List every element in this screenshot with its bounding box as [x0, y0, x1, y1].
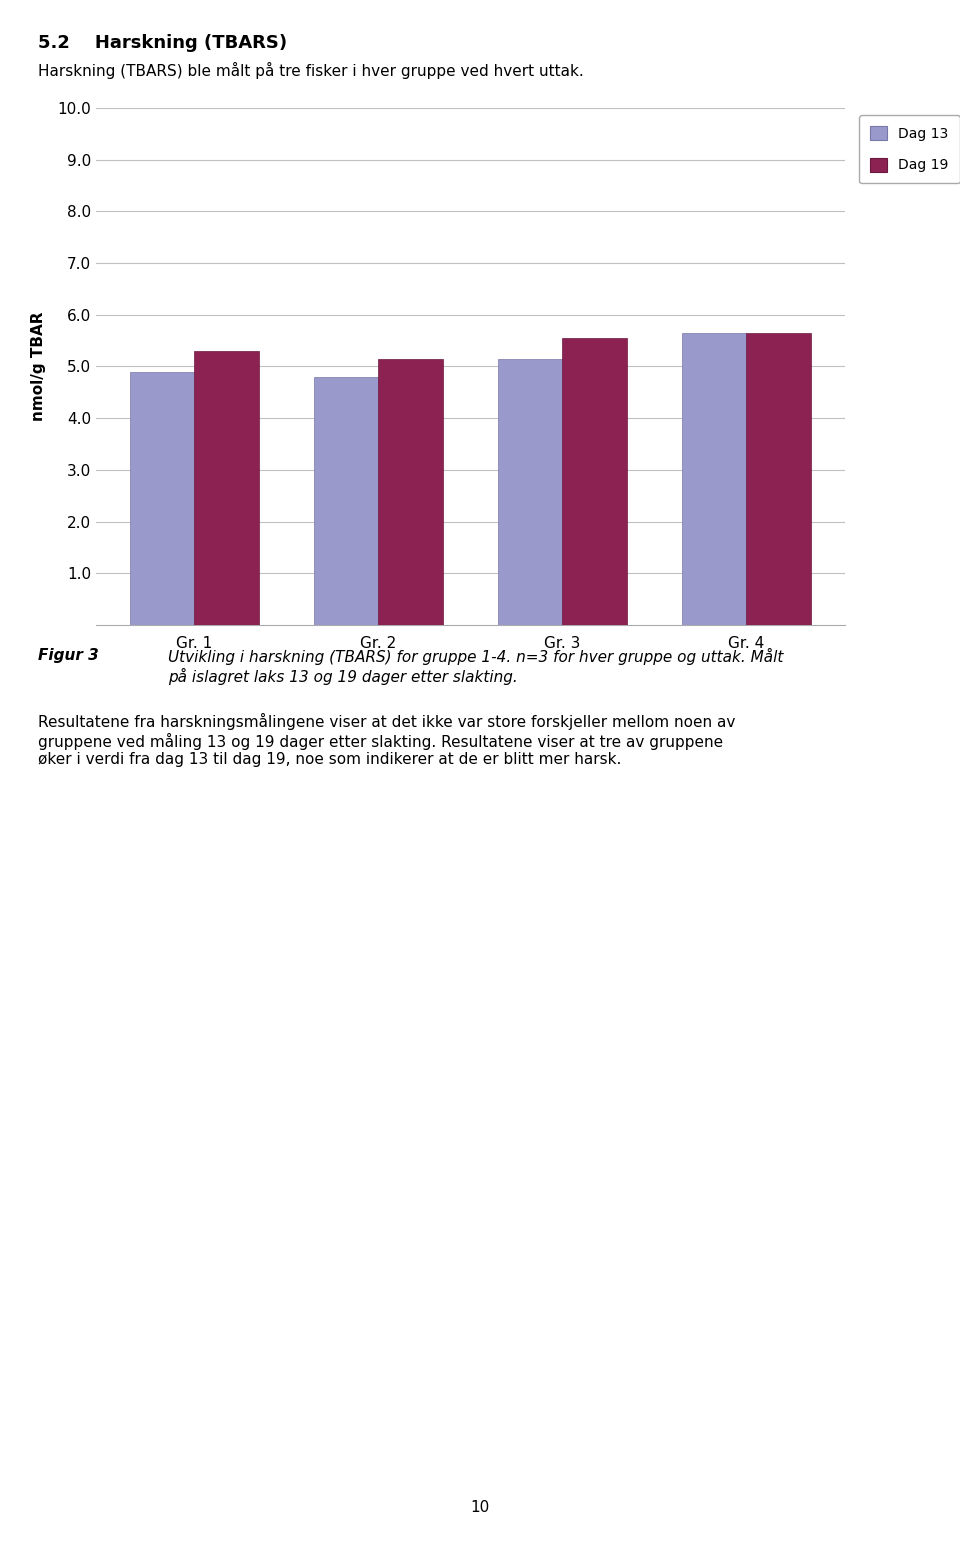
- Text: Resultatene fra harskningsmålingene viser at det ikke var store forskjeller mell: Resultatene fra harskningsmålingene vise…: [38, 713, 735, 767]
- Text: 5.2    Harskning (TBARS): 5.2 Harskning (TBARS): [38, 34, 288, 52]
- Legend: Dag 13, Dag 19: Dag 13, Dag 19: [859, 116, 960, 184]
- Bar: [498, 358, 563, 625]
- Bar: [378, 358, 443, 625]
- Bar: [746, 333, 811, 625]
- Text: Figur 3: Figur 3: [38, 648, 99, 663]
- Bar: [130, 372, 195, 625]
- Text: Harskning (TBARS) ble målt på tre fisker i hver gruppe ved hvert uttak.: Harskning (TBARS) ble målt på tre fisker…: [38, 62, 584, 79]
- Bar: [195, 350, 259, 625]
- Text: Utvikling i harskning (TBARS) for gruppe 1-4. n=3 for hver gruppe og uttak. Målt: Utvikling i harskning (TBARS) for gruppe…: [168, 648, 783, 685]
- Y-axis label: nmol/g TBAR: nmol/g TBAR: [32, 312, 46, 421]
- Bar: [682, 333, 746, 625]
- Bar: [314, 376, 378, 625]
- Bar: [563, 338, 627, 625]
- Text: 10: 10: [470, 1500, 490, 1515]
